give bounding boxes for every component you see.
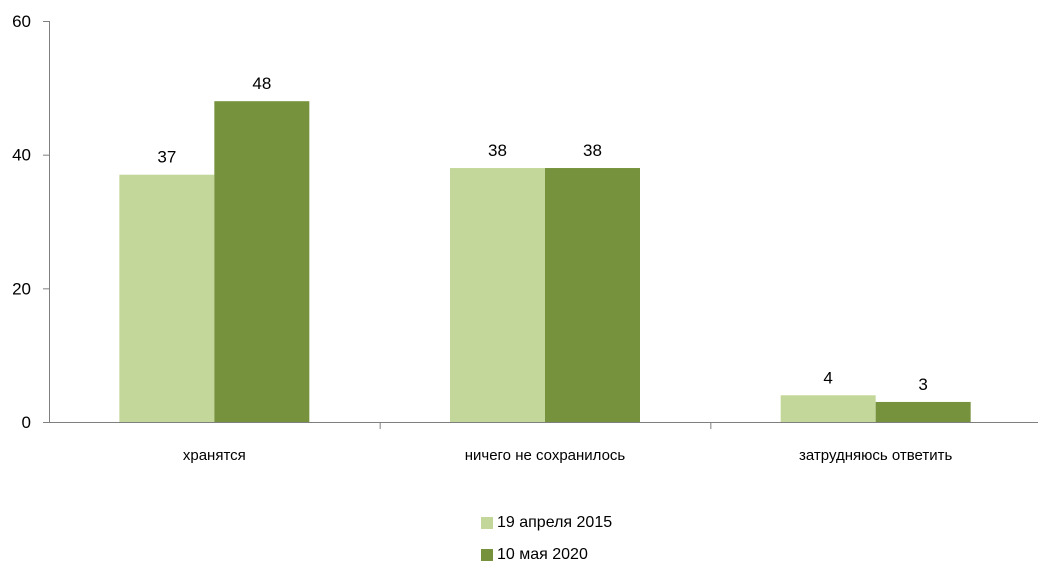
bar-series-2-2 <box>545 168 640 422</box>
data-label-series-1-3: 4 <box>823 368 832 387</box>
y-axis-ticks: 0 20 40 60 <box>12 12 49 432</box>
bar-series-1-2 <box>450 168 545 422</box>
y-tick-label: 60 <box>12 12 31 31</box>
category-label-3: затрудняюсь ответить <box>799 447 952 464</box>
legend: 19 апреля 2015 10 мая 2020 <box>481 513 612 577</box>
y-tick-label: 0 <box>22 413 31 432</box>
legend-item-series-1: 19 апреля 2015 <box>481 513 612 533</box>
y-tick-label: 40 <box>12 146 31 165</box>
bar-series-2-3 <box>875 401 971 422</box>
category-label-2: ничего не сохранилось <box>465 447 626 464</box>
bars-layer <box>119 101 971 422</box>
legend-swatch-series-2 <box>481 549 493 561</box>
legend-label-series-1: 19 апреля 2015 <box>497 514 613 531</box>
data-label-series-2-3: 3 <box>918 375 927 394</box>
legend-label-series-2: 10 мая 2020 <box>497 546 588 563</box>
x-axis-ticks <box>379 422 712 429</box>
data-label-series-1-1: 37 <box>157 148 176 167</box>
y-tick-label: 20 <box>12 279 31 298</box>
data-label-series-2-1: 48 <box>252 74 271 93</box>
legend-item-series-2: 10 мая 2020 <box>481 545 612 565</box>
legend-swatch-series-1 <box>481 517 493 529</box>
category-label-1: хранятся <box>183 447 246 464</box>
bar-series-2-1 <box>214 101 310 422</box>
data-labels-layer: 37 48 38 38 4 3 <box>157 74 928 394</box>
data-label-series-1-2: 38 <box>488 141 507 160</box>
category-labels-layer: хранятся ничего не сохранилось затрудняюсь… <box>183 447 953 464</box>
bar-chart: 0 20 40 60 37 48 38 38 4 3 хранятся ничего не сох… <box>12 12 1038 464</box>
data-label-series-2-2: 38 <box>583 141 602 160</box>
bar-series-1-3 <box>780 395 876 422</box>
bar-series-1-1 <box>119 174 215 422</box>
